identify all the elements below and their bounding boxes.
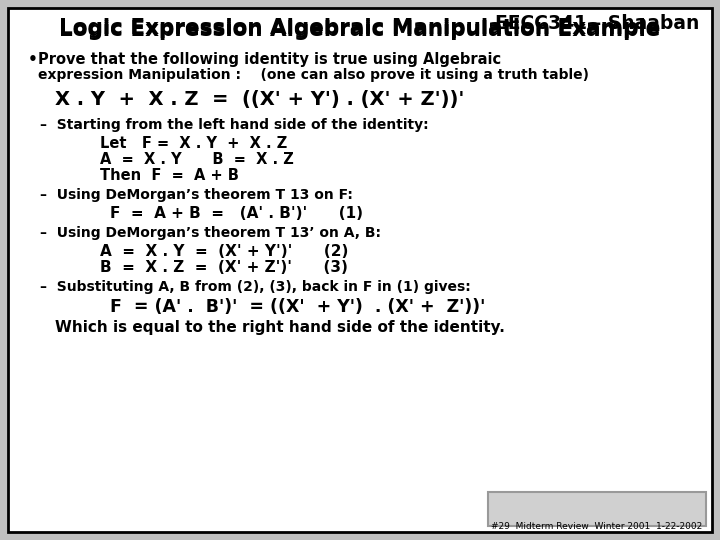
Text: EECC341 - Shaaban: EECC341 - Shaaban	[495, 14, 699, 33]
Text: Logic Expression Algebraic Manipulation Example: Logic Expression Algebraic Manipulation …	[59, 18, 661, 38]
Text: expression Manipulation :    (one can also prove it using a truth table): expression Manipulation : (one can also …	[38, 68, 589, 82]
Text: •: •	[28, 52, 38, 67]
Text: –  Starting from the left hand side of the identity:: – Starting from the left hand side of th…	[40, 118, 428, 132]
Text: X . Y  +  X . Z  =  ((X' + Y') . (X' + Z'))': X . Y + X . Z = ((X' + Y') . (X' + Z'))'	[55, 90, 464, 109]
FancyBboxPatch shape	[8, 8, 712, 532]
Text: F  = (A' .  B')'  = ((X'  + Y')  . (X' +  Z'))': F = (A' . B')' = ((X' + Y') . (X' + Z'))…	[110, 298, 485, 316]
Text: B  =  X . Z  =  (X' + Z')'      (3): B = X . Z = (X' + Z')' (3)	[100, 260, 348, 275]
FancyBboxPatch shape	[488, 492, 706, 526]
Text: Logic Expression Algebraic Manipulation Example: Logic Expression Algebraic Manipulation …	[59, 20, 661, 40]
Text: Then  F  =  A + B: Then F = A + B	[100, 168, 239, 183]
Text: –  Using DeMorgan’s theorem T 13 on F:: – Using DeMorgan’s theorem T 13 on F:	[40, 188, 353, 202]
Text: A  =  X . Y  =  (X' + Y')'      (2): A = X . Y = (X' + Y')' (2)	[100, 244, 348, 259]
Text: F  =  A + B  =   (A' . B')'      (1): F = A + B = (A' . B')' (1)	[110, 206, 363, 221]
Text: Prove that the following identity is true using Algebraic: Prove that the following identity is tru…	[38, 52, 501, 67]
Text: A  =  X . Y      B  =  X . Z: A = X . Y B = X . Z	[100, 152, 294, 167]
Text: –  Using DeMorgan’s theorem T 13’ on A, B:: – Using DeMorgan’s theorem T 13’ on A, B…	[40, 226, 381, 240]
Text: Which is equal to the right hand side of the identity.: Which is equal to the right hand side of…	[55, 320, 505, 335]
Text: #29  Midterm Review  Winter 2001  1-22-2002: #29 Midterm Review Winter 2001 1-22-2002	[491, 522, 703, 531]
Text: –  Substituting A, B from (2), (3), back in F in (1) gives:: – Substituting A, B from (2), (3), back …	[40, 280, 471, 294]
Text: Let   F =  X . Y  +  X . Z: Let F = X . Y + X . Z	[100, 136, 287, 151]
